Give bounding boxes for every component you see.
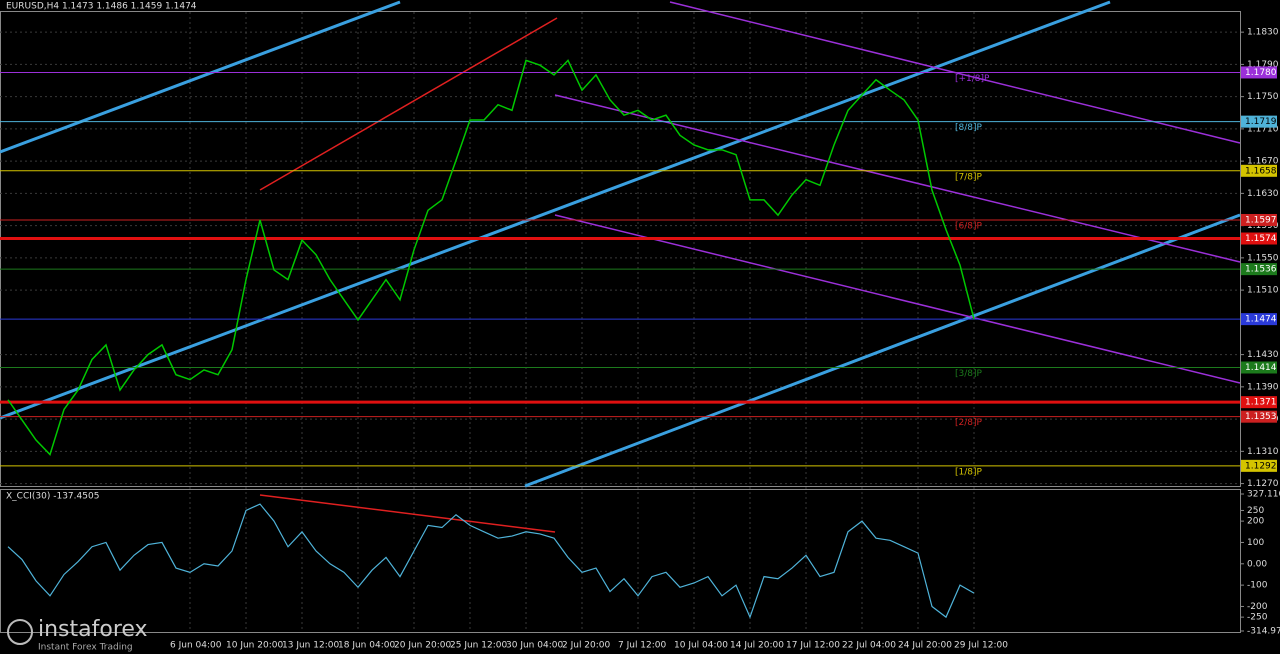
y-tick-label: 1.1590: [1247, 221, 1279, 231]
x-tick-label: 20 Jun 20:00: [394, 641, 451, 651]
level-label-box: [1241, 232, 1277, 245]
murray-label: [8/8]P: [955, 123, 983, 133]
murray-label: [2/8]P: [955, 418, 983, 428]
x-tick-label: 29 Jul 12:00: [954, 641, 1008, 651]
level-label-box: [1241, 313, 1277, 326]
level-label: 1.1371: [1245, 398, 1277, 408]
y-tick-label: 1.1270: [1247, 479, 1279, 489]
y-tick-label: 1.1750: [1247, 92, 1279, 102]
trend-lines: [0, 0, 1241, 488]
level-label: 1.1536: [1245, 265, 1277, 275]
plot-layer: 1.1830 1.1790 1.1750 1.1710 1.1670 1.1630 1.15…: [0, 28, 1280, 651]
level-label-box: [1241, 213, 1277, 226]
level-label: 1.1414: [1245, 363, 1277, 373]
x-tick-label: 22 Jul 04:00: [842, 641, 896, 651]
y-tick-label: 1.1510: [1247, 286, 1279, 296]
y-tick-label: 100: [1247, 538, 1264, 548]
level-label-box: [1241, 263, 1277, 276]
level-label-box: [1241, 410, 1277, 423]
x-tick-label: 24 Jul 20:00: [898, 641, 952, 651]
x-tick-label: 2 Jul 20:00: [562, 641, 611, 651]
price-line: [7, 59, 975, 456]
logo: instaforex Instant Forex Trading: [7, 617, 148, 653]
level-label: 1.1292: [1245, 461, 1277, 471]
murray-label: [3/8]P: [955, 369, 983, 379]
y-tick-label: -314.975: [1247, 627, 1280, 637]
murray-label: [6/8]P: [955, 221, 983, 231]
murray-label: [+1/8]P: [955, 74, 990, 84]
y-tick-label: -100: [1247, 581, 1268, 591]
x-tick-label: 25 Jun 12:00: [450, 641, 507, 651]
y-tick-label: 1.1310: [1247, 447, 1279, 457]
x-tick-label: 6 Jun 04:00: [170, 641, 222, 651]
level-label: 1.1780: [1245, 68, 1277, 78]
main-frame: [0, 11, 1241, 487]
y-tick-label: 1.1390: [1247, 382, 1279, 392]
x-tick-label: 13 Jun 12:00: [282, 641, 339, 651]
red-trend-line: [259, 17, 558, 191]
level-label-box: [1241, 115, 1277, 128]
y-tick-label: 1.1630: [1247, 189, 1279, 199]
level-label-box: [1241, 361, 1277, 374]
y-tick-label: 327.116: [1247, 490, 1280, 500]
y-tick-label: 1.1550: [1247, 253, 1279, 263]
level-label: 1.1597: [1245, 215, 1277, 225]
y-tick-label: 1.1790: [1247, 60, 1279, 70]
x-tick-label: 30 Jun 04:00: [506, 641, 563, 651]
level-label: 1.1574: [1245, 234, 1277, 244]
y-tick-label: -250: [1247, 613, 1268, 623]
y-tick-label: -200: [1247, 602, 1268, 612]
x-tick-label: 14 Jul 20:00: [730, 641, 784, 651]
sub-frame: [0, 489, 1241, 633]
x-tick-label: 18 Jun 04:00: [338, 641, 395, 651]
y-tick-label: 0.00: [1247, 559, 1267, 569]
x-tick-label: 10 Jun 20:00: [226, 641, 283, 651]
x-tick-label: 7 Jul 12:00: [618, 641, 667, 651]
x-tick-label: 10 Jul 04:00: [674, 641, 728, 651]
level-label-box: [1241, 66, 1277, 79]
y-tick-label: 250: [1247, 506, 1264, 516]
logo-brand: instaforex: [38, 617, 148, 642]
y-tick-label: 200: [1247, 517, 1264, 527]
murray-label: [1/8]P: [955, 467, 983, 477]
murray-label: [7/8]P: [955, 172, 983, 182]
level-label: 1.1353: [1245, 412, 1277, 422]
channel-line: [554, 214, 1241, 384]
trend-line: [0, 0, 1111, 420]
channel-line: [554, 94, 1241, 263]
level-label-box: [1241, 164, 1277, 177]
logo-icon: [7, 619, 33, 645]
level-label: 1.1719: [1245, 117, 1277, 127]
trend-line: [524, 213, 1241, 488]
y-tick-label: 1.1710: [1247, 124, 1279, 134]
level-label: 1.1658: [1245, 166, 1277, 176]
level-label: 1.1474: [1245, 315, 1277, 325]
y-tick-label: 1.1830: [1247, 28, 1279, 38]
x-tick-label: 17 Jul 12:00: [786, 641, 840, 651]
indicator-title: X_CCI(30) -137.4505: [6, 492, 99, 502]
chart-title: EURUSD,H4 1.1473 1.1486 1.1459 1.1474: [6, 2, 197, 12]
level-label-box: [1241, 459, 1277, 472]
cci-line: [7, 503, 975, 619]
y-tick-label: 1.1670: [1247, 157, 1279, 167]
trend-line: [0, 0, 401, 154]
cci-divergence-line: [259, 494, 556, 533]
level-label-box: [1241, 396, 1277, 409]
logo-tagline: Instant Forex Trading: [38, 643, 133, 653]
y-tick-label: 1.1430: [1247, 350, 1279, 360]
